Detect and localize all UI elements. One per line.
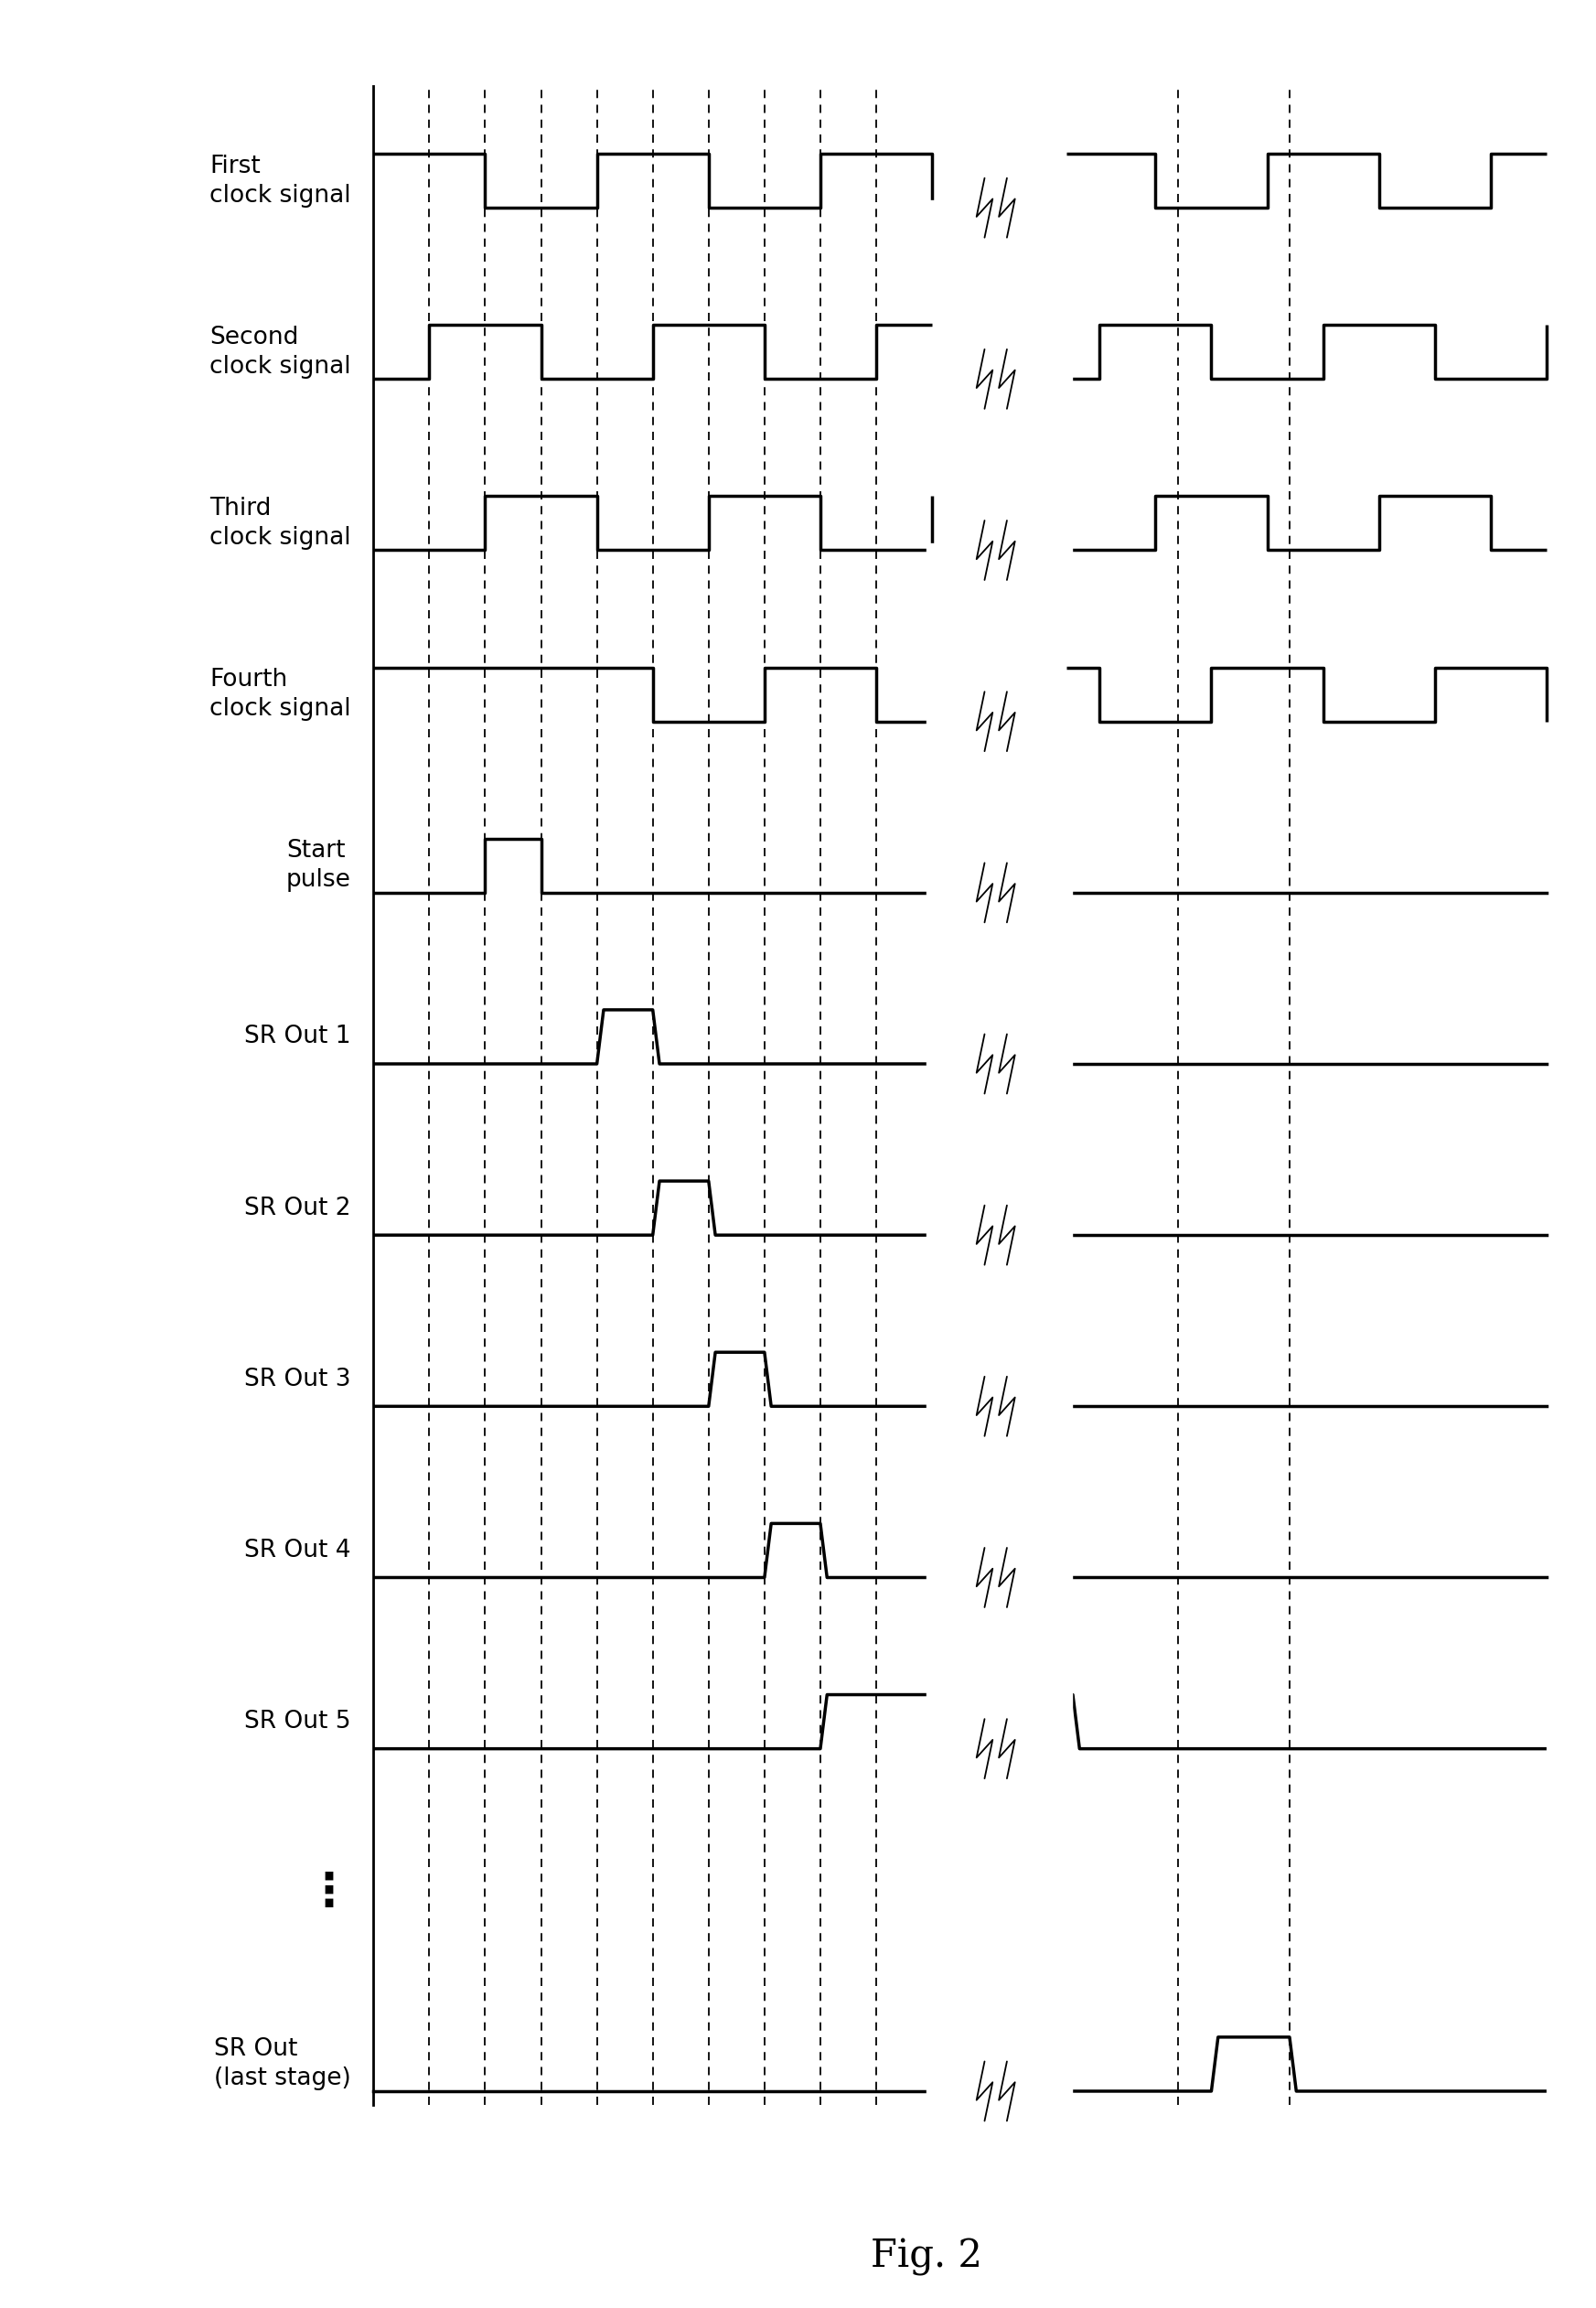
Text: Fourth
clock signal: Fourth clock signal: [209, 667, 351, 720]
Text: ⋮: ⋮: [305, 1872, 351, 1916]
Text: SR Out 1: SR Out 1: [244, 1025, 351, 1048]
Text: SR Out 5: SR Out 5: [244, 1710, 351, 1733]
Text: Second
clock signal: Second clock signal: [209, 325, 351, 379]
Text: Start
pulse: Start pulse: [286, 840, 351, 893]
Text: SR Out 2: SR Out 2: [244, 1196, 351, 1221]
Text: Third
clock signal: Third clock signal: [209, 496, 351, 549]
Text: SR Out 3: SR Out 3: [244, 1366, 351, 1392]
Text: First
clock signal: First clock signal: [209, 155, 351, 208]
Text: Fig. 2: Fig. 2: [871, 2236, 982, 2276]
Text: SR Out 4: SR Out 4: [244, 1539, 351, 1563]
Text: SR Out
(last stage): SR Out (last stage): [214, 2038, 351, 2091]
